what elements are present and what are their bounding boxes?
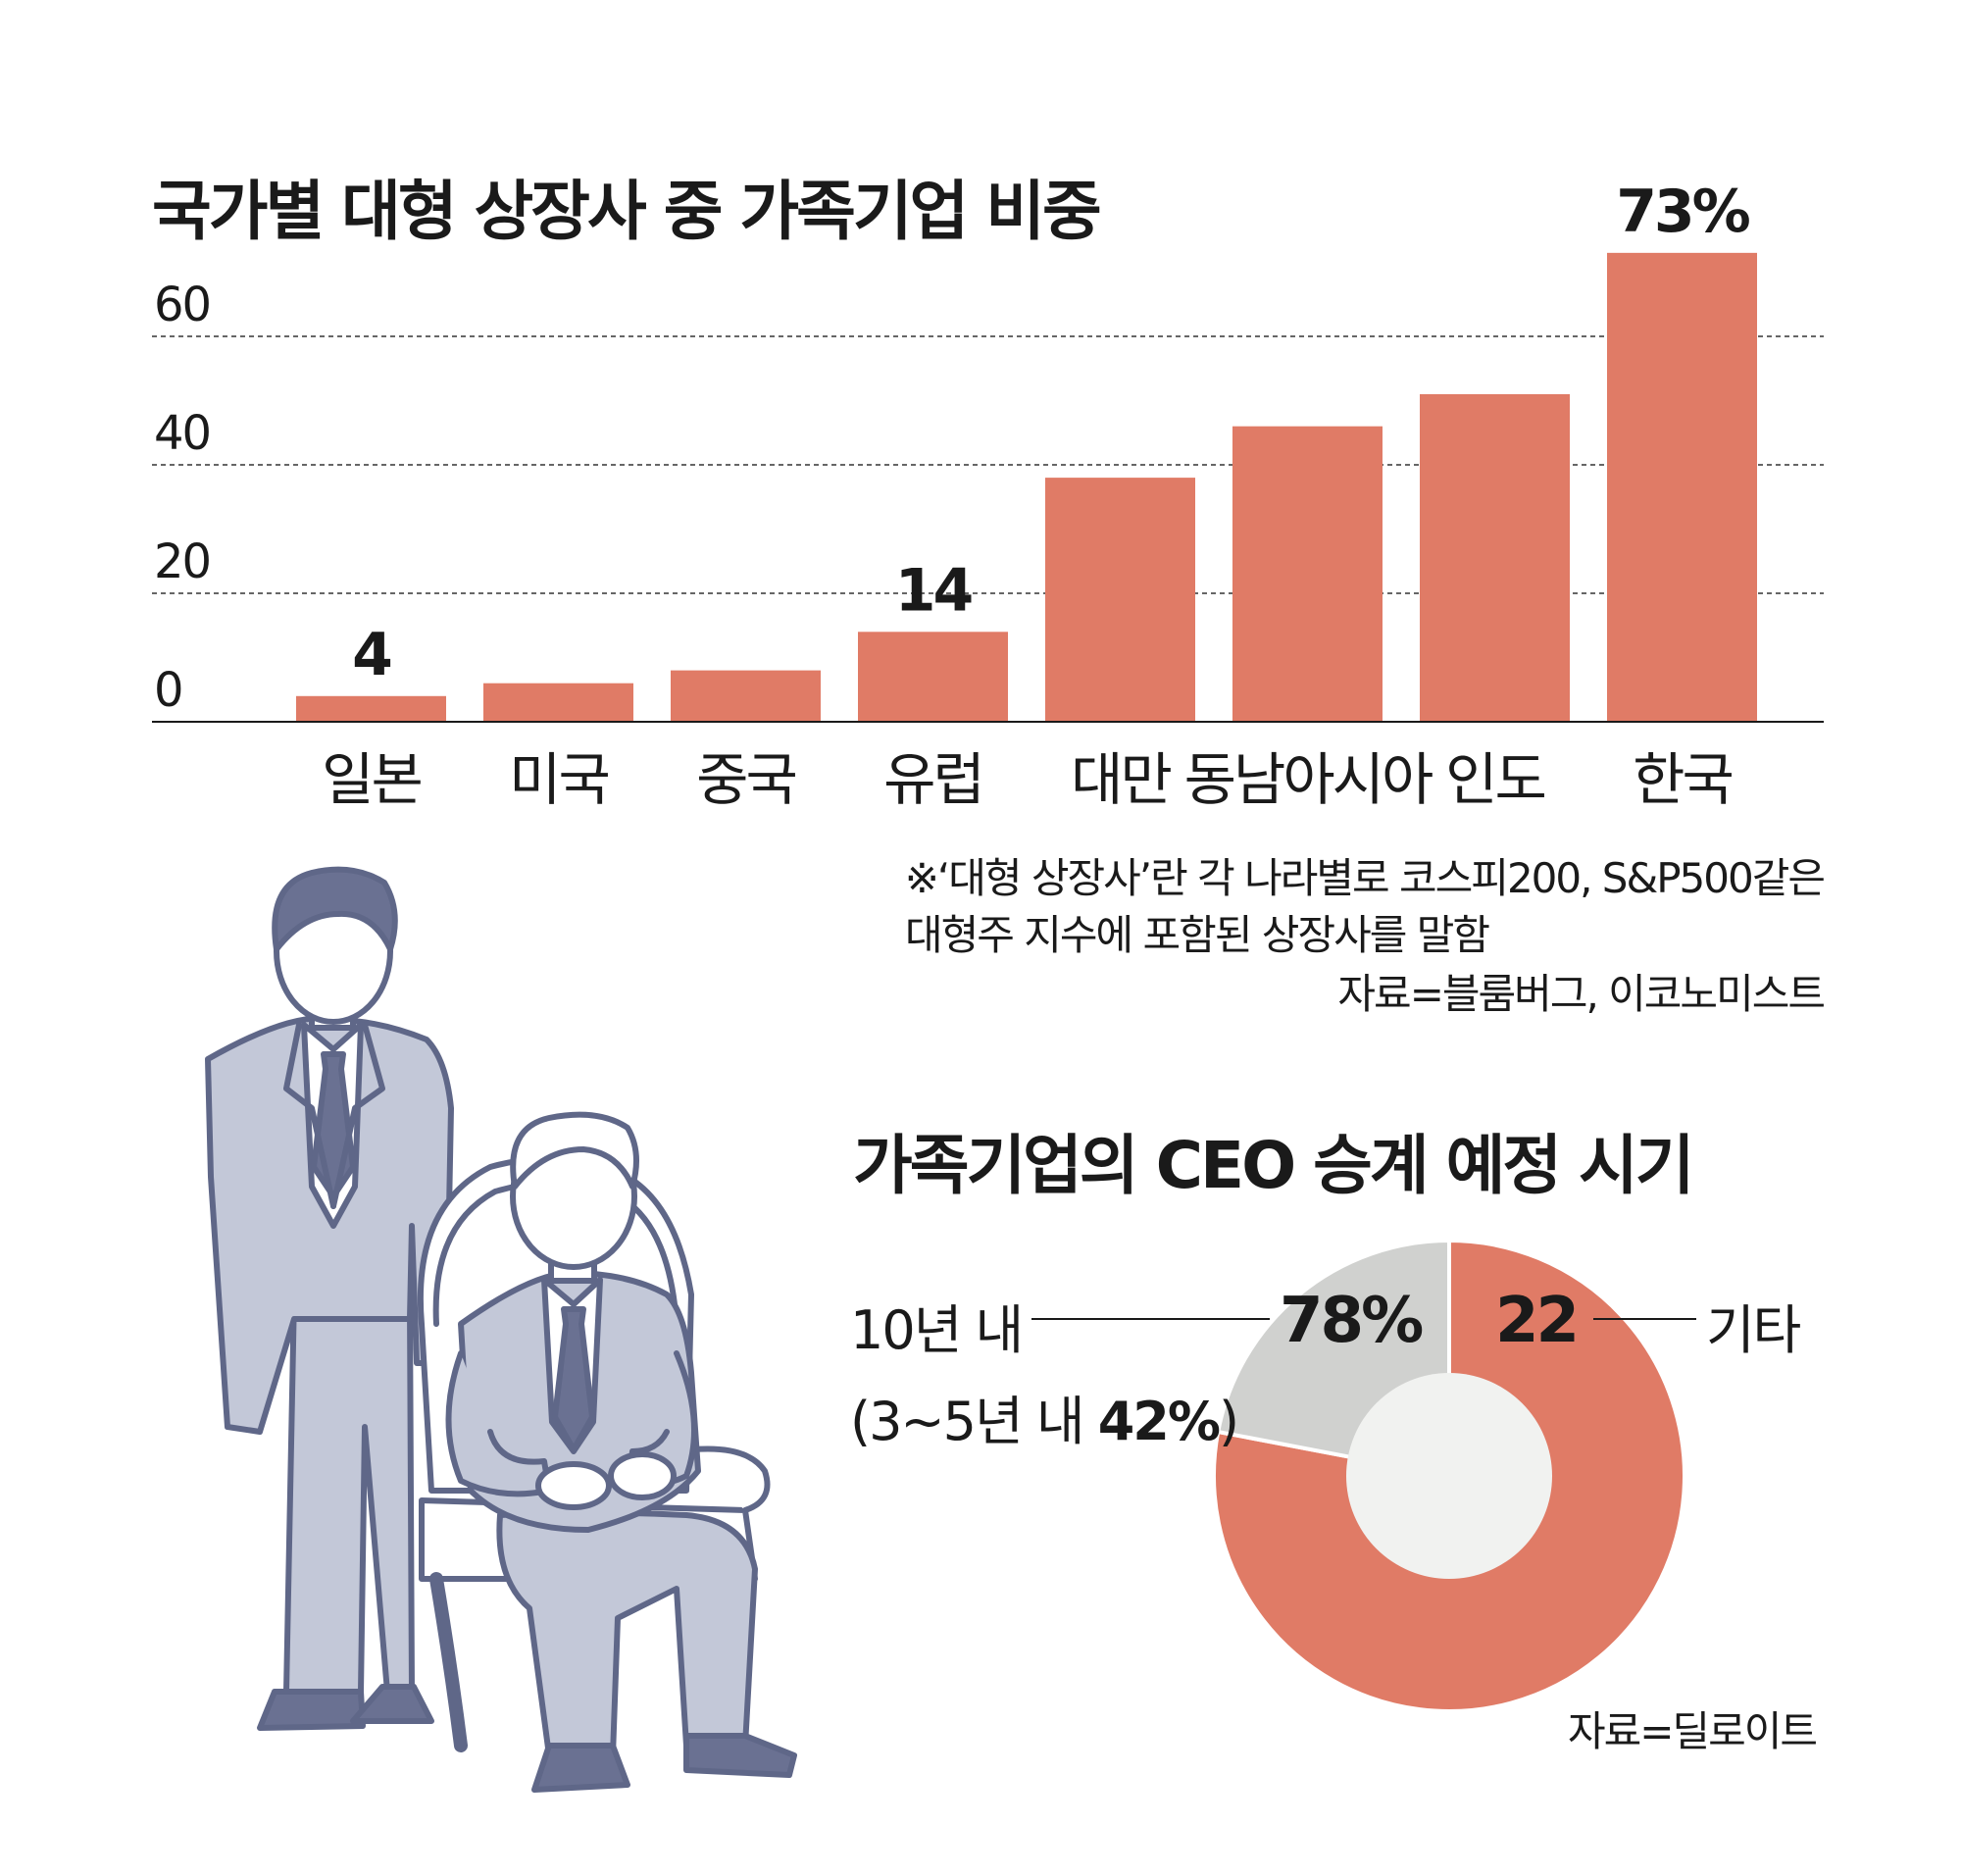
seated-man-hand-right: [608, 1451, 677, 1500]
bar-5: [1232, 426, 1383, 722]
seated-man-shoe-right: [683, 1733, 797, 1778]
bar-4: [1045, 478, 1195, 722]
donut-sub-label-suffix: ): [1218, 1391, 1239, 1452]
standing-man-legs: [283, 1292, 415, 1695]
donut-legend-10y: 10년 내: [850, 1299, 1024, 1361]
x-tick-0: 일본: [322, 746, 421, 813]
seated-man-hair: [510, 1111, 639, 1190]
standing-man-shoe-left: [257, 1689, 366, 1731]
donut-hole: [1346, 1373, 1552, 1579]
seated-man: [445, 1111, 797, 1793]
bar-1: [483, 683, 633, 722]
x-tick-5: 동남아시아: [1184, 746, 1433, 813]
bar-y-ticks: 0 20 40 60: [154, 278, 212, 718]
standing-man-lapel-left: [283, 1022, 336, 1209]
donut-sub-label-value: 42%: [1097, 1391, 1221, 1452]
bar-data-label-3: 14: [895, 556, 972, 625]
bar-chart-title: 국가별 대형 상장사 중 가족기업 비중: [152, 174, 1102, 249]
y-tick-40: 40: [154, 406, 210, 461]
standing-man-shoe-right: [350, 1684, 434, 1724]
bar-0: [296, 695, 446, 722]
donut-sub-label-prefix: (3~5년 내: [850, 1391, 1098, 1452]
standing-man: [205, 866, 454, 1731]
bar-chart: 0 20 40 60 4 14 73% 일본 미국 중국 유럽 대만 동남아시아 인도 한국: [152, 177, 1824, 813]
bar-3: [858, 632, 1008, 722]
x-tick-6: 인도: [1445, 746, 1544, 813]
x-tick-1: 미국: [509, 746, 608, 813]
bar-series: [296, 252, 1757, 722]
x-tick-7: 한국: [1633, 746, 1732, 813]
x-tick-4: 대만: [1071, 746, 1171, 813]
bar-x-ticks: 일본 미국 중국 유럽 대만 동남아시아 인도 한국: [322, 746, 1735, 813]
bar-note-line-1: ※‘대형 상장사’란 각 나라별로 코스피200, S&P500같은: [904, 854, 1826, 902]
armchair-leg-left: [429, 1572, 468, 1752]
seated-man-arm-left: [445, 1350, 552, 1497]
donut-label-78: 78%: [1280, 1285, 1424, 1357]
seated-man-hand-left: [535, 1461, 612, 1510]
seated-man-legs: [496, 1509, 758, 1758]
y-tick-60: 60: [154, 278, 210, 332]
x-tick-2: 중국: [696, 746, 795, 813]
bar-2: [671, 670, 821, 722]
seated-man-tie: [552, 1306, 595, 1452]
y-tick-20: 20: [154, 534, 210, 589]
seated-man-shoe-left: [531, 1743, 630, 1793]
donut-source: 자료=딜로이트: [1567, 1707, 1818, 1755]
donut-legend-other: 기타: [1706, 1299, 1801, 1361]
y-tick-0: 0: [154, 663, 182, 718]
donut-sub-label: (3~5년 내 42%): [850, 1378, 1239, 1455]
bar-data-label-7: 73%: [1616, 177, 1749, 246]
bar-7: [1607, 252, 1757, 722]
bar-source: 자료=블룸버그, 이코노미스트: [1337, 970, 1826, 1018]
donut-chart-title: 가족기업의 CEO 승계 예정 시기: [853, 1128, 1694, 1203]
bar-data-labels: 4 14 73%: [352, 177, 1753, 689]
bar-6: [1420, 393, 1570, 722]
x-tick-3: 유럽: [883, 746, 982, 813]
standing-man-lapel-right: [330, 1022, 385, 1209]
donut-label-22: 22: [1495, 1285, 1580, 1357]
bar-data-label-0: 4: [352, 621, 390, 689]
bar-note-line-2: 대형주 지수에 포함된 상장사를 말함: [905, 911, 1490, 959]
standing-man-hair: [272, 866, 398, 952]
